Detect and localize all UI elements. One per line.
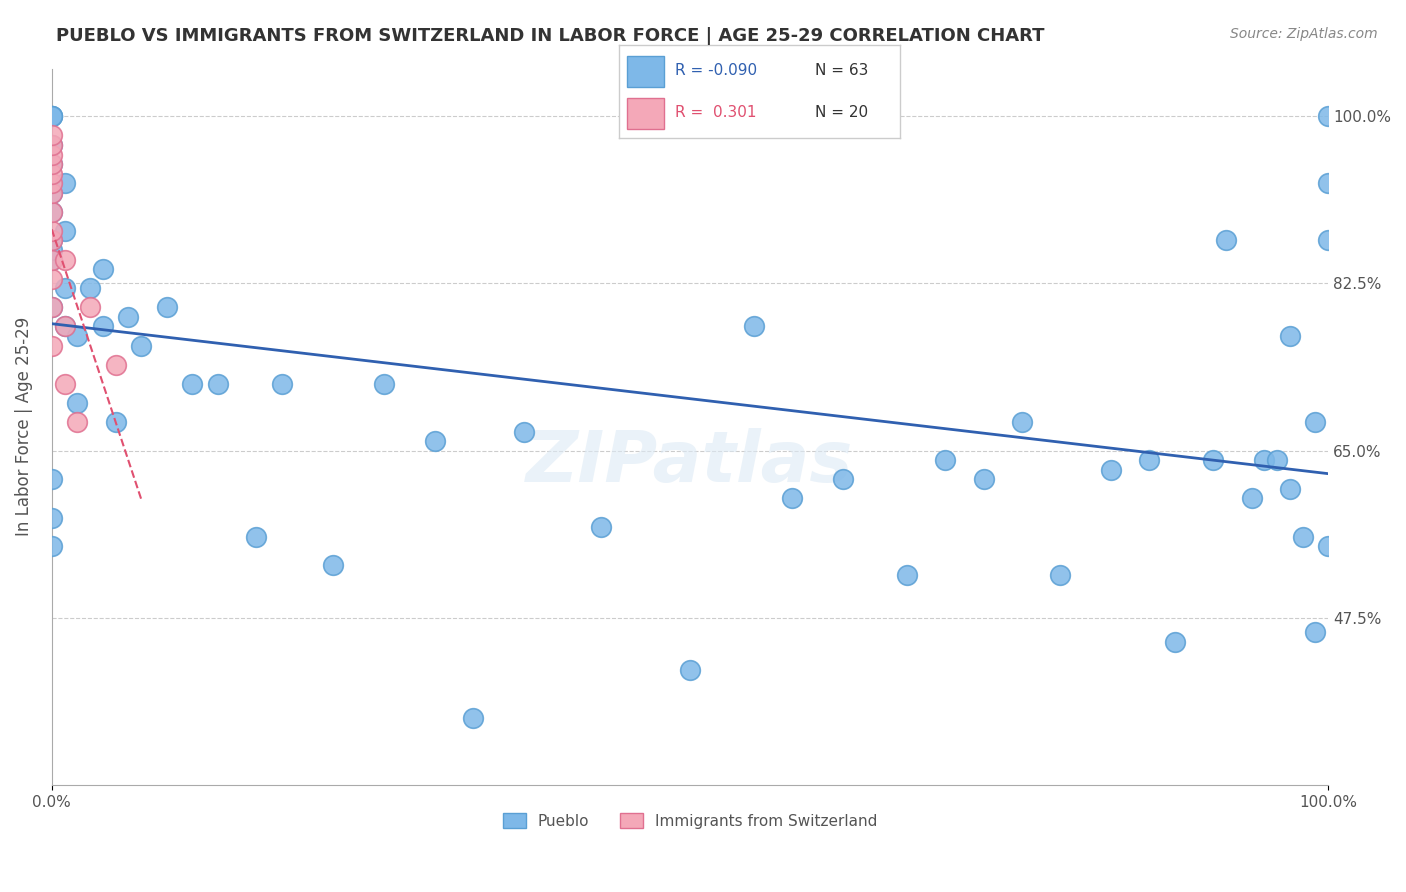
Text: PUEBLO VS IMMIGRANTS FROM SWITZERLAND IN LABOR FORCE | AGE 25-29 CORRELATION CHA: PUEBLO VS IMMIGRANTS FROM SWITZERLAND IN… [56, 27, 1045, 45]
Text: N = 20: N = 20 [815, 105, 869, 120]
Point [41, 138, 63, 153]
Point [104, 415, 127, 429]
Legend: Pueblo, Immigrants from Switzerland: Pueblo, Immigrants from Switzerland [496, 806, 883, 835]
Point [41, 338, 63, 352]
Point [66, 329, 89, 343]
Text: R = -0.090: R = -0.090 [675, 62, 756, 78]
Point [1099, 463, 1122, 477]
Point [104, 358, 127, 372]
Point [1202, 453, 1225, 467]
Text: N = 63: N = 63 [815, 62, 869, 78]
Point [41, 510, 63, 524]
Point [41, 234, 63, 248]
Point [156, 301, 179, 315]
Point [41, 224, 63, 238]
Point [423, 434, 446, 449]
Point [461, 711, 484, 725]
Point [41, 186, 63, 200]
Text: ZIPatlas: ZIPatlas [526, 428, 853, 497]
Point [1317, 234, 1340, 248]
Point [41, 252, 63, 267]
Point [41, 176, 63, 190]
Point [129, 338, 152, 352]
Point [53, 224, 76, 238]
Point [1011, 415, 1033, 429]
Point [91, 319, 114, 334]
Point [91, 262, 114, 277]
Point [41, 301, 63, 315]
Point [41, 204, 63, 219]
Point [53, 176, 76, 190]
Point [896, 568, 918, 582]
Point [1215, 234, 1237, 248]
Point [79, 301, 101, 315]
Point [41, 252, 63, 267]
Point [79, 281, 101, 295]
Point [41, 243, 63, 257]
Point [513, 425, 536, 439]
Point [1265, 453, 1288, 467]
Text: R =  0.301: R = 0.301 [675, 105, 756, 120]
Point [66, 396, 89, 410]
Point [1278, 482, 1301, 496]
Point [973, 472, 995, 486]
Point [1253, 453, 1275, 467]
Y-axis label: In Labor Force | Age 25-29: In Labor Force | Age 25-29 [15, 318, 32, 536]
Point [679, 664, 702, 678]
Point [53, 252, 76, 267]
Point [1291, 530, 1313, 544]
Point [41, 301, 63, 315]
Point [53, 319, 76, 334]
Point [780, 491, 803, 506]
Point [41, 109, 63, 123]
Point [53, 281, 76, 295]
Point [53, 376, 76, 391]
Point [1317, 539, 1340, 553]
Point [1305, 625, 1327, 640]
Point [1049, 568, 1071, 582]
Point [373, 376, 395, 391]
Point [181, 376, 204, 391]
Point [66, 415, 89, 429]
Point [53, 319, 76, 334]
Point [41, 539, 63, 553]
FancyBboxPatch shape [627, 56, 664, 87]
Point [322, 558, 344, 573]
Point [1139, 453, 1161, 467]
Point [1317, 109, 1340, 123]
Point [1305, 415, 1327, 429]
Point [832, 472, 855, 486]
Point [1164, 634, 1187, 648]
Point [41, 204, 63, 219]
Point [41, 271, 63, 285]
Point [41, 157, 63, 171]
Point [1240, 491, 1263, 506]
Point [41, 109, 63, 123]
Point [41, 147, 63, 161]
Point [207, 376, 229, 391]
Point [41, 157, 63, 171]
Point [1317, 176, 1340, 190]
Point [1278, 329, 1301, 343]
Point [41, 186, 63, 200]
Point [742, 319, 765, 334]
Point [41, 472, 63, 486]
Point [245, 530, 267, 544]
Text: Source: ZipAtlas.com: Source: ZipAtlas.com [1230, 27, 1378, 41]
Point [41, 109, 63, 123]
Point [41, 128, 63, 143]
Point [41, 234, 63, 248]
Point [270, 376, 292, 391]
Point [589, 520, 612, 534]
Point [41, 167, 63, 181]
FancyBboxPatch shape [627, 98, 664, 129]
Point [117, 310, 139, 324]
Point [934, 453, 956, 467]
Point [41, 138, 63, 153]
